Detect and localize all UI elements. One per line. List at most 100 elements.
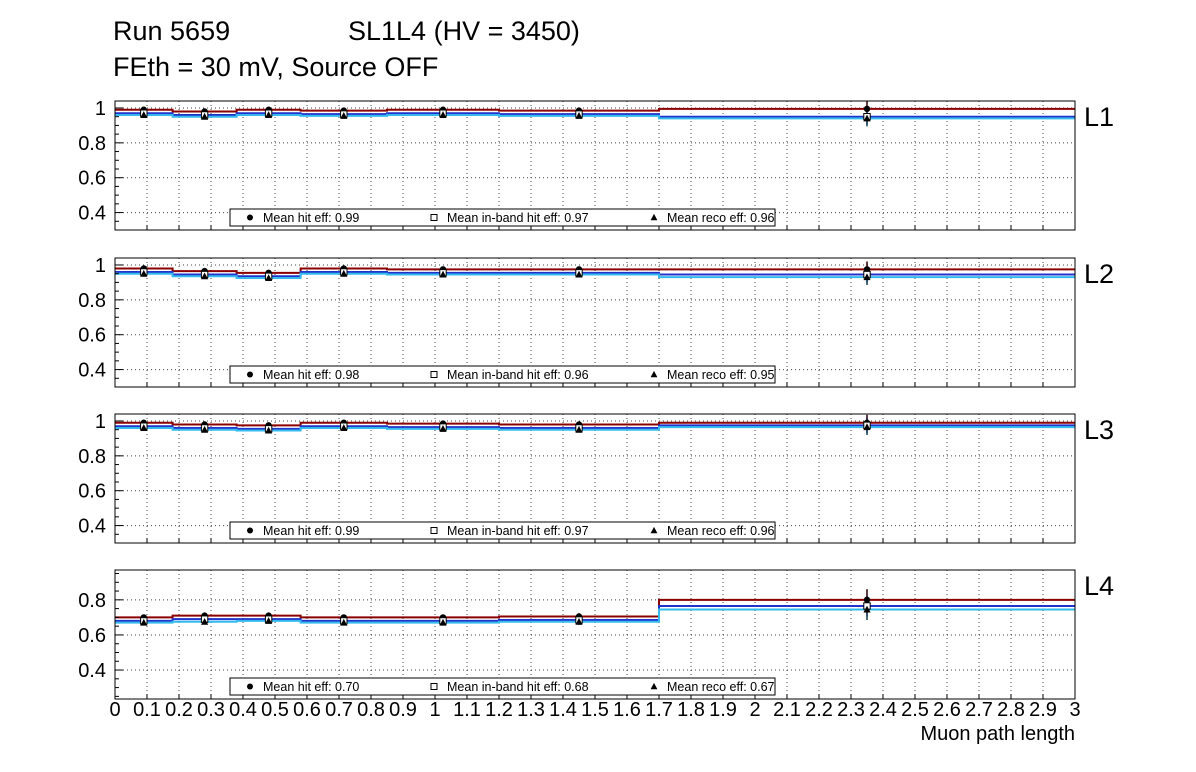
x-tick-label: 1.2: [485, 699, 513, 721]
legend-label: Mean in-band hit eff: 0.68: [447, 680, 589, 694]
x-tick-label: 1.3: [517, 699, 545, 721]
x-tick-label: 1.1: [453, 699, 481, 721]
legend-label: Mean in-band hit eff: 0.96: [447, 368, 589, 382]
y-tick-label: 0.4: [78, 360, 106, 382]
hit-marker-circle: [863, 596, 871, 604]
reco-marker-triangle: [265, 426, 273, 434]
legend-circle-icon: [247, 683, 253, 690]
legend-label: Mean reco eff: 0.95: [667, 368, 775, 382]
reco-marker-triangle: [201, 617, 209, 625]
x-tick-label: 0.7: [325, 699, 353, 721]
title-run: Run 5659: [113, 16, 231, 46]
reco-marker-triangle: [439, 618, 447, 626]
y-tick-label: 0.8: [78, 290, 106, 312]
y-tick-label: 0.4: [78, 203, 106, 225]
reco-marker-triangle: [863, 114, 871, 122]
x-tick-label: 1.7: [645, 699, 673, 721]
reco-marker-triangle: [340, 424, 348, 431]
legend-label: Mean hit eff: 0.70: [263, 680, 359, 694]
reco-marker-triangle: [575, 112, 583, 119]
title-subtitle: FEth = 30 mV, Source OFF: [113, 52, 439, 82]
x-tick-label: 2.6: [933, 699, 961, 721]
reco-marker-triangle: [140, 269, 148, 277]
x-tick-label: 2.9: [1029, 699, 1057, 721]
legend-square-icon: [430, 683, 438, 690]
reco-marker-triangle: [340, 618, 348, 626]
reco-marker-triangle: [863, 423, 871, 431]
legend-label: Mean in-band hit eff: 0.97: [447, 211, 589, 225]
x-tick-label: 2: [749, 699, 760, 721]
x-tick-label: 0.5: [261, 699, 289, 721]
y-tick-label: 0.6: [78, 481, 106, 503]
x-tick-label: 2.3: [837, 699, 865, 721]
x-tick-label: 0.3: [197, 699, 225, 721]
reco-marker-triangle: [575, 425, 583, 433]
reco-marker-triangle: [439, 270, 447, 278]
reco-marker-triangle: [575, 270, 583, 278]
reco-marker-triangle: [340, 269, 348, 277]
reco-marker-triangle: [340, 112, 348, 119]
x-tick-label: 3: [1069, 699, 1080, 721]
x-tick-label: 2.1: [773, 699, 801, 721]
y-tick-label: 1: [95, 98, 106, 120]
reco-marker-triangle: [863, 605, 871, 613]
x-tick-label: 1: [429, 699, 440, 721]
y-tick-label: 0.6: [78, 168, 106, 190]
legend-label: Mean hit eff: 0.99: [263, 524, 359, 538]
reco-marker-triangle: [201, 272, 209, 280]
legend-circle-icon: [247, 214, 253, 221]
x-tick-label: 1.5: [581, 699, 609, 721]
x-tick-label: 1.8: [677, 699, 705, 721]
legend-square-icon: [430, 371, 438, 378]
x-tick-label: 0.4: [229, 699, 257, 721]
x-tick-label: 1.9: [709, 699, 737, 721]
legend-label: Mean in-band hit eff: 0.97: [447, 524, 589, 538]
legend-box: [229, 677, 776, 696]
y-tick-label: 1: [95, 411, 106, 433]
legend-box: [229, 208, 776, 227]
y-tick-label: 0.6: [78, 625, 106, 647]
panel-label: L4: [1084, 571, 1114, 601]
reco-marker-triangle: [575, 617, 583, 625]
y-tick-label: 0.8: [78, 446, 106, 468]
legend-square-icon: [430, 527, 438, 534]
legend-triangle-icon: [650, 682, 658, 690]
x-tick-label: 2.4: [869, 699, 897, 721]
y-tick-label: 0.4: [78, 516, 106, 538]
reco-marker-triangle: [201, 112, 209, 120]
reco-marker-triangle: [201, 425, 209, 433]
legend-box: [229, 365, 776, 384]
x-axis-title: Muon path length: [920, 723, 1075, 745]
x-tick-label: 0.6: [293, 699, 321, 721]
y-tick-label: 1: [95, 255, 106, 277]
legend-square-icon: [430, 214, 438, 221]
legend-box: [229, 521, 776, 540]
legend-label: Mean reco eff: 0.67: [667, 680, 775, 694]
legend-label: Mean reco eff: 0.96: [667, 211, 775, 225]
y-tick-label: 0.4: [78, 660, 106, 682]
legend-triangle-icon: [650, 213, 658, 221]
y-tick-label: 0.6: [78, 325, 106, 347]
reco-marker-triangle: [140, 618, 148, 626]
x-tick-label: 2.5: [901, 699, 929, 721]
legend-circle-icon: [247, 527, 253, 534]
legend-label: Mean hit eff: 0.99: [263, 211, 359, 225]
x-tick-label: 0.1: [133, 699, 161, 721]
hit-eff-line: [115, 267, 1075, 274]
reco-marker-triangle: [140, 111, 148, 118]
legend-circle-icon: [247, 371, 253, 378]
x-tick-label: 0.8: [357, 699, 385, 721]
legend-triangle-icon: [650, 526, 658, 534]
reco-marker-triangle: [140, 424, 148, 431]
y-tick-label: 0.8: [78, 133, 106, 155]
panel-label: L2: [1084, 259, 1114, 289]
x-tick-label: 1.6: [613, 699, 641, 721]
reco-eff-line: [115, 272, 1075, 280]
x-tick-label: 2.7: [965, 699, 993, 721]
x-tick-label: 0: [109, 699, 120, 721]
reco-marker-triangle: [439, 425, 447, 432]
hit-marker-circle: [863, 105, 871, 113]
x-tick-label: 1.4: [549, 699, 577, 721]
legend-triangle-icon: [650, 370, 658, 378]
